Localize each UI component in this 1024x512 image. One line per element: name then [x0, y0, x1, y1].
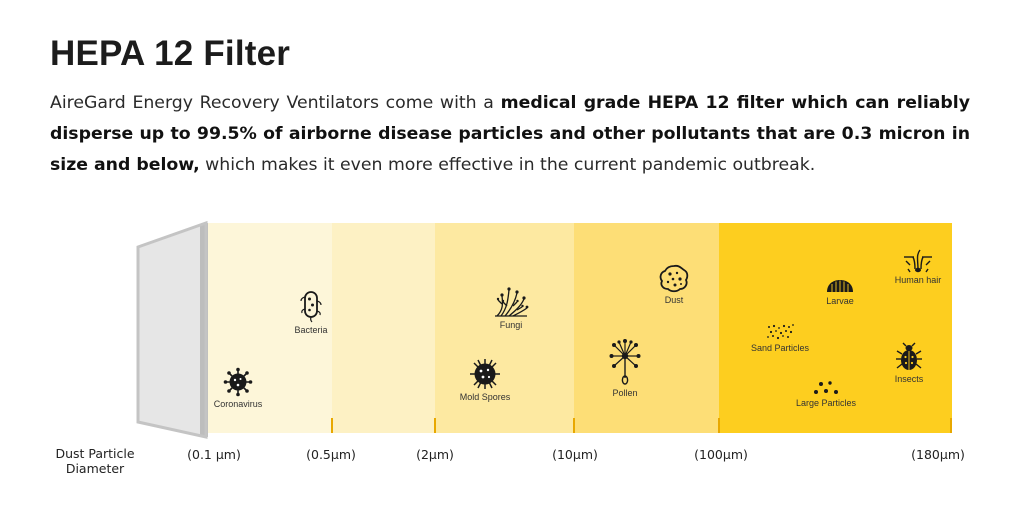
large-particles-icon	[814, 381, 838, 394]
particle-mold-spores: Mold Spores	[450, 358, 520, 402]
particle-sand: Sand Particles	[748, 323, 812, 353]
sand-particles-label: Sand Particles	[750, 343, 810, 353]
tick-label: (0.5μm)	[306, 447, 356, 462]
tick-label: (100μm)	[694, 447, 748, 462]
description-highlight: medical grade HEPA 12 filter which can r…	[50, 93, 970, 175]
pollen-label: Pollen	[612, 388, 638, 398]
larvae-label: Larvae	[826, 296, 854, 306]
particle-larvae: Larvae	[818, 278, 862, 306]
bacteria-label: Bacteria	[294, 325, 328, 335]
large-particles-label: Large Particles	[795, 398, 857, 408]
size-band-1	[208, 223, 332, 433]
fungi-icon	[495, 287, 529, 317]
description-intro: AireGard Energy Recovery Ventilators com…	[50, 93, 501, 113]
sand-particles-icon	[767, 324, 794, 340]
axis-title: Dust Particle Diameter	[40, 446, 150, 476]
particle-coronavirus: Coronavirus	[208, 367, 268, 409]
larvae-icon	[827, 280, 853, 292]
particle-fungi: Fungi	[488, 284, 534, 330]
particle-human-hair: Human hair	[888, 249, 948, 285]
mold-spores-label: Mold Spores	[459, 392, 511, 402]
band-divider	[573, 418, 575, 433]
axis-title-line-2: Diameter	[65, 461, 125, 476]
size-band-4	[574, 223, 719, 433]
insects-label: Insects	[894, 374, 924, 384]
band-divider	[950, 418, 952, 433]
particle-bacteria: Bacteria	[283, 289, 339, 335]
insects-icon	[896, 342, 922, 370]
tick-label: (10μm)	[552, 447, 598, 462]
particle-insects: Insects	[889, 342, 929, 384]
description-outro: which makes it even more effective in th…	[199, 155, 816, 175]
page-title: HEPA 12 Filter	[50, 34, 291, 73]
band-divider	[434, 418, 436, 433]
particle-large: Large Particles	[792, 380, 860, 408]
band-divider	[331, 418, 333, 433]
axis-title-line-1: Dust Particle	[55, 446, 135, 461]
coronavirus-icon	[223, 367, 253, 397]
tick-label: (0.1 μm)	[187, 447, 241, 462]
human-hair-label: Human hair	[894, 275, 942, 285]
coronavirus-label: Coronavirus	[213, 399, 263, 409]
bacteria-icon	[300, 291, 322, 323]
description-paragraph: AireGard Energy Recovery Ventilators com…	[50, 88, 970, 181]
particle-pollen: Pollen	[601, 338, 649, 398]
tick-label: (2μm)	[416, 447, 454, 462]
mold-spores-icon	[470, 359, 500, 389]
tick-label: (180μm)	[911, 447, 965, 462]
particle-dust: Dust	[654, 263, 694, 305]
size-band-3	[435, 223, 574, 433]
band-divider	[718, 418, 720, 433]
pollen-icon	[609, 339, 641, 385]
dust-icon	[659, 264, 689, 293]
filter-panel-icon	[136, 220, 208, 439]
size-band-2	[332, 223, 435, 433]
dust-label: Dust	[664, 295, 684, 305]
fungi-label: Fungi	[499, 320, 523, 330]
human-hair-icon	[904, 249, 932, 273]
